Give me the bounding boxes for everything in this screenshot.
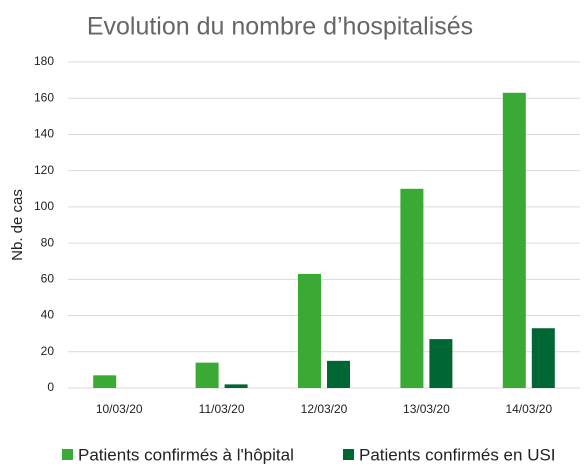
y-tick-label: 140	[34, 127, 54, 141]
legend-swatch	[62, 449, 73, 460]
y-tick-label: 80	[41, 235, 55, 249]
legend-swatch	[343, 449, 354, 460]
bar	[298, 273, 321, 388]
chart-title: Evolution du nombre d’hospitalisés	[87, 13, 473, 41]
bar	[429, 339, 453, 388]
y-axis-label: Nb. de cas	[9, 189, 26, 261]
x-tick-label: 12/03/20	[301, 402, 348, 416]
bar	[224, 384, 248, 388]
x-tick-label: 14/03/20	[505, 402, 552, 416]
x-tick-label: 11/03/20	[199, 402, 245, 416]
y-tick-label: 60	[41, 272, 55, 286]
y-tick-label: 100	[34, 199, 54, 213]
bar	[327, 360, 350, 388]
bar	[531, 328, 555, 388]
y-tick-label: 40	[41, 308, 55, 322]
y-tick-label: 120	[34, 163, 54, 177]
y-tick-label: 180	[34, 54, 54, 68]
y-tick-label: 160	[34, 90, 54, 104]
y-tick-label: 0	[47, 380, 54, 394]
x-tick-label: 10/03/20	[96, 402, 143, 416]
legend-label: Patients confirmés à l'hôpital	[78, 445, 294, 464]
bar	[93, 375, 117, 388]
bar	[400, 188, 424, 388]
y-tick-label: 20	[41, 344, 55, 358]
bar	[502, 92, 526, 389]
bar	[195, 362, 219, 388]
x-tick-label: 13/03/20	[403, 402, 450, 416]
legend-label: Patients confirmés en USI	[359, 445, 556, 464]
